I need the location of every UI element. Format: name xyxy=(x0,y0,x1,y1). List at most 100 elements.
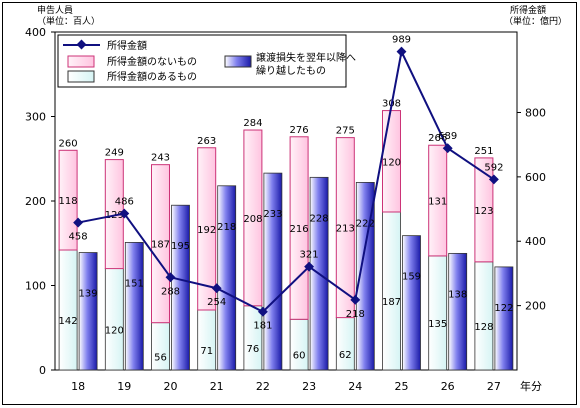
label-loss-carryforward: 138 xyxy=(448,289,467,300)
label-income-present: 120 xyxy=(105,325,124,336)
bar-income-present xyxy=(382,211,401,371)
label-income-absent: 123 xyxy=(474,206,493,217)
bar-income-absent xyxy=(428,144,448,257)
label-stack-total: 276 xyxy=(290,125,309,136)
bar-income-absent xyxy=(289,136,309,320)
x-tick-label: 26 xyxy=(441,380,455,393)
bar-loss-carryforward xyxy=(124,242,144,371)
x-tick-label: 20 xyxy=(164,380,178,393)
income-point-label: 254 xyxy=(207,297,226,308)
legend-label-pink: 所得金額のないもの xyxy=(107,55,197,68)
left-axis-title-line1: 申告人員 xyxy=(37,4,73,16)
left-tick-label: 0 xyxy=(39,364,46,377)
bar-income-present xyxy=(58,249,78,371)
bar-loss-carryforward xyxy=(355,182,375,371)
label-loss-carryforward: 159 xyxy=(402,272,421,283)
income-point-label: 288 xyxy=(161,286,180,297)
right-tick-label: 800 xyxy=(525,106,546,119)
label-income-absent: 213 xyxy=(336,224,355,235)
label-loss-carryforward: 195 xyxy=(171,241,190,252)
income-point xyxy=(396,46,407,57)
income-point xyxy=(257,306,268,317)
bar-income-present xyxy=(289,318,309,371)
income-point-label: 181 xyxy=(253,321,272,332)
label-loss-carryforward: 228 xyxy=(310,213,329,224)
bar-income-absent xyxy=(151,164,170,324)
x-tick-label: 19 xyxy=(117,380,131,393)
left-tick-label: 400 xyxy=(25,26,46,39)
right-tick-label: 200 xyxy=(525,300,546,313)
income-point xyxy=(304,261,315,272)
label-stack-total: 284 xyxy=(243,118,262,129)
label-income-absent: 120 xyxy=(382,157,401,168)
left-tick-label: 200 xyxy=(25,195,46,208)
income-point xyxy=(488,174,499,185)
label-stack-total: 275 xyxy=(336,126,355,137)
bar-income-present xyxy=(474,261,494,371)
bar-income-present xyxy=(428,255,448,371)
legend-box xyxy=(57,34,347,88)
label-stack-total: 243 xyxy=(151,153,170,164)
income-line xyxy=(77,48,495,313)
income-point xyxy=(350,294,361,305)
income-point-label: 218 xyxy=(346,309,365,320)
legend-label-blue-line1: 譲渡損失を翌年以降へ xyxy=(256,51,356,64)
label-income-present: 62 xyxy=(339,350,352,361)
bar-income-absent xyxy=(474,157,494,263)
bar-income-absent xyxy=(197,147,217,311)
bar-loss-carryforward xyxy=(171,204,190,371)
label-income-absent: 187 xyxy=(151,240,170,251)
income-point xyxy=(119,208,130,219)
label-income-present: 135 xyxy=(428,319,447,330)
income-point xyxy=(73,217,84,228)
bar-income-present xyxy=(197,309,217,371)
label-stack-total: 266 xyxy=(428,133,447,144)
label-loss-carryforward: 122 xyxy=(494,303,513,314)
bar-loss-carryforward xyxy=(217,185,237,371)
income-point-label: 689 xyxy=(438,131,457,142)
bar-income-absent xyxy=(58,149,78,251)
label-stack-total: 251 xyxy=(474,146,493,157)
bar-income-absent xyxy=(335,137,355,319)
legend-label-cyan: 所得金額のあるもの xyxy=(107,70,197,83)
legend: 所得金額 所得金額のないもの 所得金額のあるもの 譲渡損失を翌年以降へ 繰り越し… xyxy=(57,34,356,88)
left-axis-title-line2: （単位：百人） xyxy=(37,15,100,27)
label-income-absent: 192 xyxy=(197,225,216,236)
income-point xyxy=(165,272,176,283)
label-income-absent: 216 xyxy=(290,224,309,235)
income-point-label: 458 xyxy=(69,232,88,243)
line-layer: 458 486 288 254 181 321 218 989 689 592 xyxy=(69,35,504,332)
label-income-present: 71 xyxy=(200,346,213,357)
label-income-present: 187 xyxy=(382,297,401,308)
label-stack-total: 249 xyxy=(105,148,124,159)
legend-cyan-swatch xyxy=(67,70,95,83)
income-point xyxy=(211,283,222,294)
x-tick-label: 27 xyxy=(487,380,501,393)
income-point xyxy=(442,143,453,154)
right-axis-title-line2: （単位：億円） xyxy=(504,15,567,27)
bar-loss-carryforward xyxy=(494,266,514,371)
legend-blue-swatch xyxy=(224,55,252,68)
ticks-layer: 18 19 20 21 22 23 24 25 26 27 0 100 200 300 400 200 400 6… xyxy=(25,26,546,393)
label-income-absent: 208 xyxy=(243,214,262,225)
label-income-present: 60 xyxy=(293,351,306,362)
x-axis-label: 年分 xyxy=(520,379,542,393)
label-loss-carryforward: 218 xyxy=(217,222,236,233)
income-point-label: 321 xyxy=(300,250,319,261)
right-axis-title-line1: 所得金額 xyxy=(510,4,546,16)
legend-label-line: 所得金額 xyxy=(107,39,147,52)
bar-loss-carryforward xyxy=(263,172,283,371)
label-income-present: 76 xyxy=(247,344,260,355)
legend-diamond-marker xyxy=(76,39,87,50)
label-income-present: 56 xyxy=(154,352,167,363)
bar-income-present xyxy=(243,305,263,371)
bar-income-present xyxy=(335,317,355,371)
x-tick-label: 18 xyxy=(71,380,85,393)
left-tick-label: 300 xyxy=(25,111,46,124)
right-tick-label: 400 xyxy=(525,235,546,248)
x-tick-label: 22 xyxy=(256,380,270,393)
right-tick-label: 600 xyxy=(525,171,546,184)
bar-income-present xyxy=(104,268,124,371)
label-stack-total: 263 xyxy=(197,136,216,147)
